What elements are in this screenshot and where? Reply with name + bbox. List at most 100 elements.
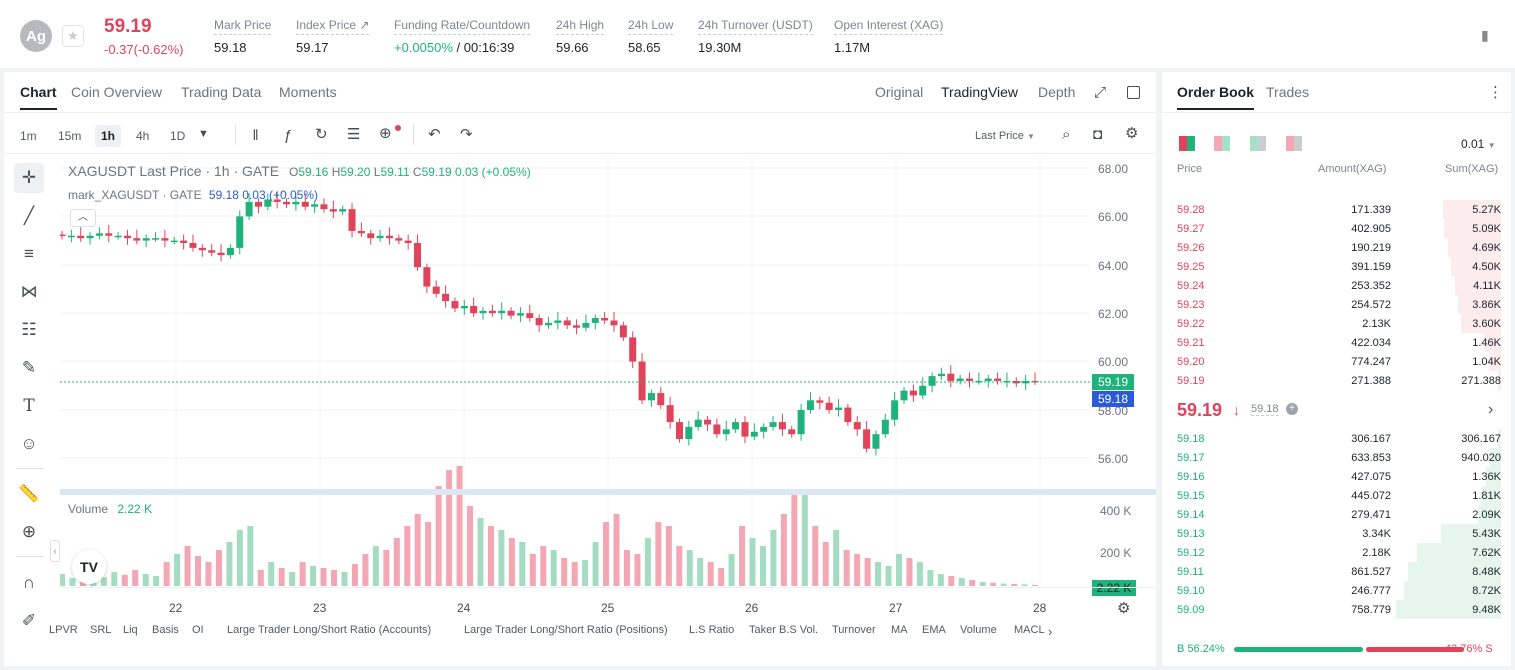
indicator-basis[interactable]: Basis — [152, 624, 179, 636]
bid-row[interactable]: 59.12 2.18K 7.62K — [1162, 543, 1511, 562]
precision-select[interactable]: 0.01 ▼ — [1461, 137, 1496, 151]
more-icon[interactable]: ⋮ — [1488, 84, 1503, 101]
indicator-ls-ratio[interactable]: L.S Ratio — [689, 624, 735, 636]
interval-4h[interactable]: 4h — [136, 129, 150, 143]
zoom-in-icon[interactable]: ⊕ — [21, 522, 37, 541]
mark-legend-values: 59.18 0.03 (+0.05%) — [208, 188, 318, 202]
pattern-icon[interactable]: ⋈ — [20, 282, 38, 301]
collapse-toolbar-icon[interactable]: ‹ — [50, 540, 60, 562]
ask-row[interactable]: 59.19 271.388 271.388 — [1162, 371, 1511, 390]
ask-row[interactable]: 59.20 774.247 1.04K — [1162, 352, 1511, 371]
indicator-volume[interactable]: Volume — [960, 624, 997, 636]
tab-order-book[interactable]: Order Book — [1177, 84, 1255, 110]
interval-15m[interactable]: 15m — [58, 129, 82, 143]
bid-row[interactable]: 59.17 633.853 940.020 — [1162, 448, 1511, 467]
stat-mark-price[interactable]: Mark Price 59.18 — [214, 18, 272, 55]
volume-bar — [477, 518, 484, 586]
candle-body — [161, 238, 169, 241]
crosshair-icon[interactable]: ✛ — [14, 163, 44, 193]
indicator-turnover[interactable]: Turnover — [832, 624, 876, 636]
add-alert-icon[interactable]: ⊕ — [379, 125, 392, 142]
horizontal-lines-icon[interactable]: ≡ — [24, 244, 34, 263]
interval-1m[interactable]: 1m — [20, 129, 37, 143]
magnet-icon[interactable]: ∩ — [22, 573, 36, 592]
ruler-icon[interactable]: 📏 — [18, 484, 40, 503]
view-tradingview[interactable]: TradingView — [941, 84, 1019, 100]
indicator-taker-vol[interactable]: Taker B.S Vol. — [749, 624, 819, 636]
tradingview-logo[interactable]: TV — [72, 550, 106, 584]
tab-trading-data[interactable]: Trading Data — [181, 84, 262, 100]
camera-icon[interactable]: ◘ — [1093, 126, 1103, 143]
ask-row[interactable]: 59.24 253.352 4.11K — [1162, 276, 1511, 295]
ask-row[interactable]: 59.21 422.034 1.46K — [1162, 333, 1511, 352]
interval-1d[interactable]: 1D — [170, 129, 186, 143]
indicator-oi[interactable]: OI — [192, 624, 204, 636]
price-type-select[interactable]: Last Price ▼ — [975, 130, 1035, 142]
depth-bar — [1481, 486, 1501, 505]
bid-row[interactable]: 59.15 445.072 1.81K — [1162, 486, 1511, 505]
view-asks-icon[interactable] — [1286, 136, 1302, 151]
chevron-down-icon[interactable]: ▼ — [198, 128, 209, 140]
indicator-ls-positions[interactable]: Large Trader Long/Short Ratio (Positions… — [464, 624, 668, 636]
bid-row[interactable]: 59.13 3.34K 5.43K — [1162, 524, 1511, 543]
tab-trades[interactable]: Trades — [1266, 84, 1310, 100]
ask-row[interactable]: 59.25 391.159 4.50K — [1162, 257, 1511, 276]
chevron-right-icon[interactable]: › — [1048, 624, 1053, 639]
view-bids-icon[interactable] — [1250, 136, 1266, 151]
bid-row[interactable]: 59.09 758.779 9.48K — [1162, 600, 1511, 619]
indicators-icon[interactable]: ƒ — [284, 127, 293, 144]
row-price: 59.14 — [1177, 509, 1205, 521]
bid-row[interactable]: 59.10 246.777 8.72K — [1162, 581, 1511, 600]
collapse-legend-icon[interactable]: ︿ — [70, 209, 96, 227]
tab-coin-overview[interactable]: Coin Overview — [71, 84, 163, 100]
ask-row[interactable]: 59.26 190.219 4.69K — [1162, 238, 1511, 257]
gear-icon[interactable]: ⚙ — [1125, 125, 1139, 142]
template-icon[interactable]: ☰ — [347, 126, 361, 143]
indicator-macd[interactable]: MACL — [1014, 624, 1045, 636]
time-settings-icon[interactable]: ⚙ — [1117, 600, 1131, 617]
brush-icon[interactable]: ✎ — [21, 358, 37, 377]
indicator-ma[interactable]: MA — [891, 624, 908, 636]
redo-icon[interactable]: ↷ — [460, 126, 473, 143]
star-icon[interactable]: ★ — [62, 25, 84, 47]
tab-chart[interactable]: Chart — [20, 84, 57, 110]
indicator-lpvr[interactable]: LPVR — [49, 624, 78, 636]
price-chart[interactable] — [60, 154, 1156, 604]
text-tool-icon[interactable]: T — [23, 396, 35, 416]
bid-row[interactable]: 59.18 306.167 306.167 — [1162, 429, 1511, 448]
undo-icon[interactable]: ↶ — [428, 126, 441, 143]
bid-row[interactable]: 59.16 427.075 1.36K — [1162, 467, 1511, 486]
ask-row[interactable]: 59.28 171.339 5.27K — [1162, 200, 1511, 219]
stat-index-price[interactable]: Index Price ↗ 59.17 — [296, 18, 370, 55]
interval-1h[interactable]: 1h — [95, 125, 122, 147]
ask-row[interactable]: 59.27 402.905 5.09K — [1162, 219, 1511, 238]
tab-moments[interactable]: Moments — [279, 84, 337, 100]
view-depth[interactable]: Depth — [1038, 84, 1076, 100]
book-icon[interactable]: ▮ — [1481, 27, 1489, 43]
indicator-liq[interactable]: Liq — [123, 624, 138, 636]
indicator-ls-accounts[interactable]: Large Trader Long/Short Ratio (Accounts) — [227, 624, 432, 636]
emoji-icon[interactable]: ☺ — [20, 434, 38, 453]
ask-row[interactable]: 59.23 254.572 3.86K — [1162, 295, 1511, 314]
ask-row[interactable]: 59.22 2.13K 3.60K — [1162, 314, 1511, 333]
search-icon[interactable]: ⌕ — [1062, 126, 1071, 143]
window-icon[interactable] — [1127, 86, 1140, 99]
view-both-icon[interactable] — [1179, 136, 1195, 151]
pencil-lock-icon[interactable]: ✐ — [21, 611, 37, 630]
view-original[interactable]: Original — [875, 84, 924, 100]
candle-body — [554, 320, 562, 323]
chevron-right-icon[interactable]: › — [1488, 401, 1494, 418]
bid-row[interactable]: 59.14 279.471 2.09K — [1162, 505, 1511, 524]
stat-funding-rate[interactable]: Funding Rate/Countdown +0.0050% / 00:16:… — [394, 18, 531, 55]
info-icon[interactable]: + — [1286, 403, 1298, 415]
replay-icon[interactable]: ↻ — [315, 126, 328, 143]
trend-line-icon[interactable]: ╱ — [23, 206, 35, 225]
view-split-icon[interactable] — [1214, 136, 1230, 151]
fib-icon[interactable]: ☷ — [21, 320, 37, 339]
indicator-ema[interactable]: EMA — [922, 624, 946, 636]
indicator-srl[interactable]: SRL — [90, 624, 112, 636]
bid-row[interactable]: 59.11 861.527 8.48K — [1162, 562, 1511, 581]
volume-bar — [979, 582, 986, 586]
expand-icon[interactable]: ⤢ — [1094, 84, 1107, 101]
candlestick-type-icon[interactable]: 𝍪 — [253, 127, 259, 144]
